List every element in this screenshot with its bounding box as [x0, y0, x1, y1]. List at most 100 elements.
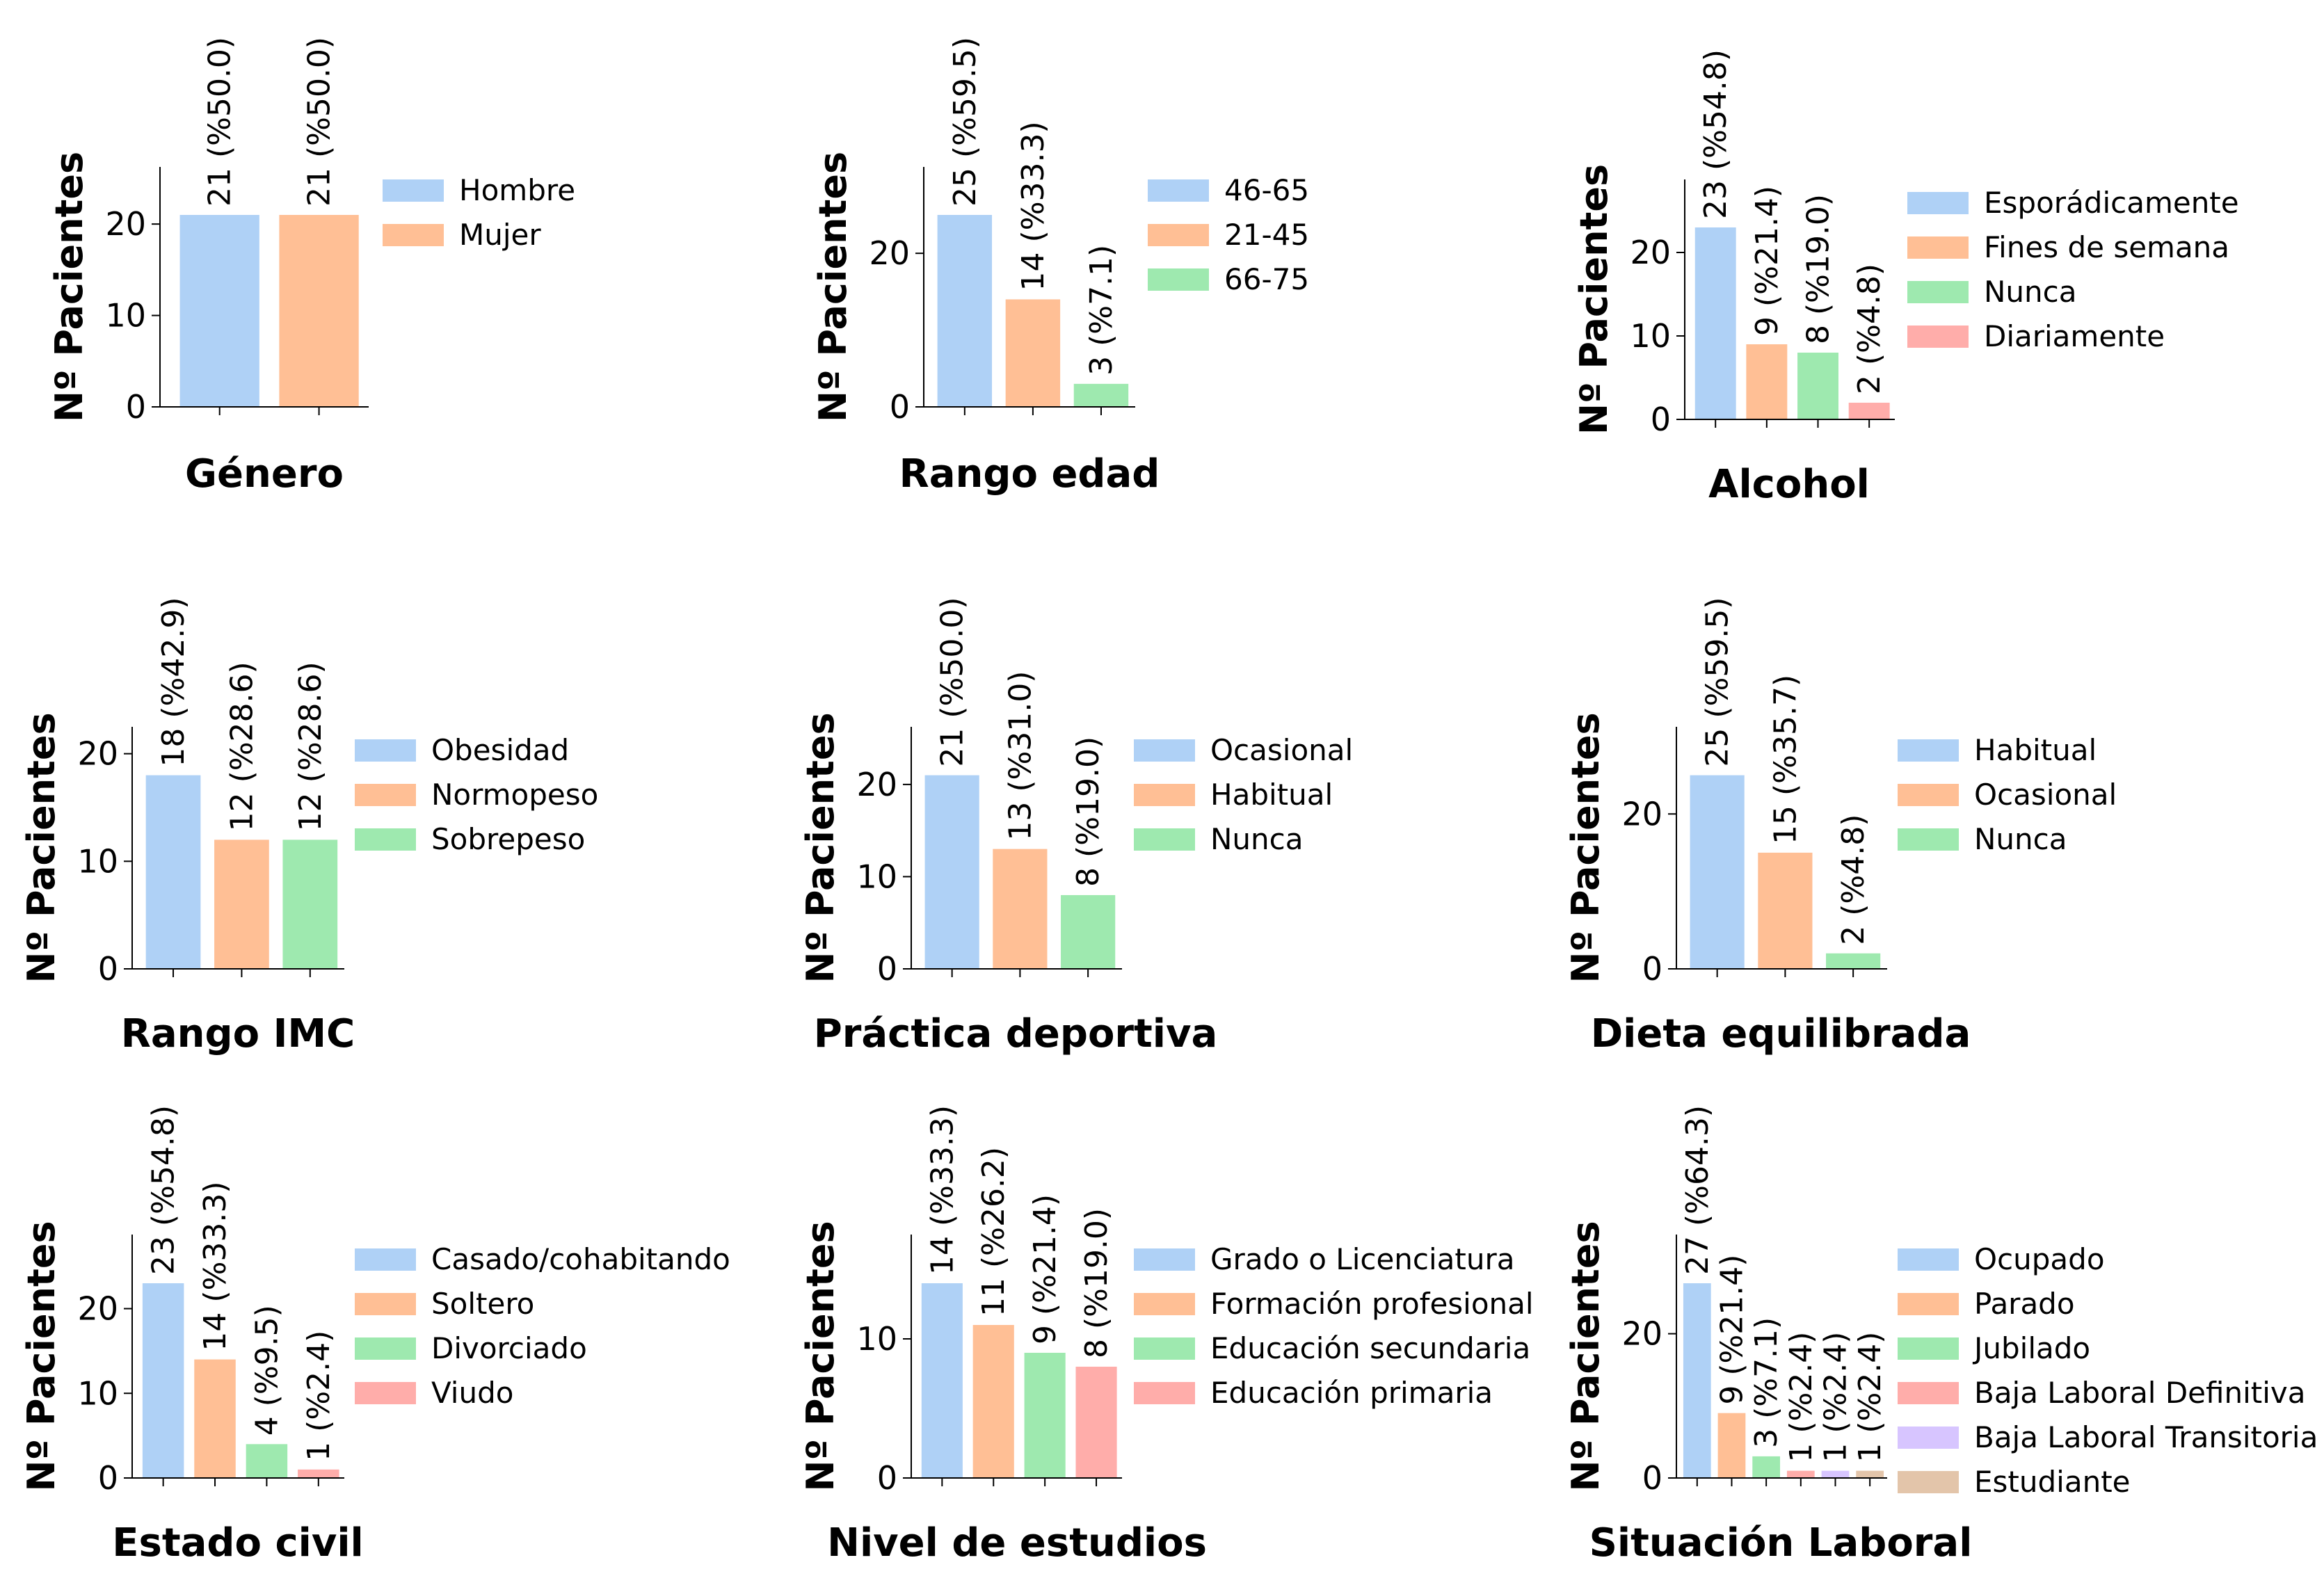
legend-swatch	[1907, 326, 1969, 348]
legend-swatch	[1898, 1471, 1959, 1493]
y-tick-label: 0	[1651, 401, 1671, 438]
chart-panel: 18 (%42.9) 12 (%28.6) 12 (%28.6) 0 10 20 Nº Pa…	[19, 597, 598, 1056]
bar	[1024, 1353, 1066, 1478]
data-label: 9 (%21.4)	[1749, 186, 1785, 336]
legend-entry: Viudo	[431, 1376, 513, 1410]
legend: Casado/cohabitando Soltero Divorciado Viudo	[355, 1242, 730, 1410]
legend: Habitual Ocasional Nunca	[1898, 733, 2117, 856]
y-tick-label: 0	[1642, 950, 1662, 988]
y-tick-label: 0	[98, 1459, 118, 1497]
y-tick-label: 0	[1642, 1459, 1662, 1497]
legend-swatch	[1898, 1382, 1959, 1404]
legend-swatch	[1898, 784, 1959, 806]
chart-panel: 23 (%54.8) 9 (%21.4) 8 (%19.0) 2 (%4.8) 0 10 2…	[1572, 49, 2239, 507]
y-tick-label: 10	[77, 1374, 118, 1412]
data-label: 14 (%33.3)	[924, 1105, 960, 1275]
y-tick-label: 0	[126, 388, 146, 426]
legend-swatch	[1907, 192, 1969, 214]
bar	[1826, 953, 1881, 969]
chart-panel: 25 (%59.5) 14 (%33.3) 3 (%7.1) 0 20 Nº Pacien…	[811, 37, 1309, 497]
y-tick-label: 20	[105, 205, 146, 243]
chart-panel: 21 (%50.0) 13 (%31.0) 8 (%19.0) 0 10 20 Nº Pac…	[799, 597, 1353, 1056]
y-tick-label: 0	[98, 950, 118, 988]
y-tick-label: 20	[856, 766, 897, 803]
bar	[921, 1283, 963, 1478]
bar	[214, 839, 269, 969]
legend-swatch	[1907, 236, 1969, 259]
legend-entry: Divorciado	[431, 1331, 587, 1365]
data-label: 23 (%54.8)	[146, 1105, 182, 1275]
y-tick-label: 20	[77, 1290, 118, 1328]
legend: Ocasional Habitual Nunca	[1134, 733, 1353, 856]
bar	[1856, 1470, 1884, 1478]
legend-swatch	[1134, 1248, 1195, 1271]
y-axis-label: Nº Pacientes	[19, 712, 63, 983]
data-label: 9 (%21.4)	[1714, 1255, 1749, 1405]
bar	[937, 215, 993, 407]
y-axis-label: Nº Pacientes	[799, 712, 842, 983]
data-label: 2 (%4.8)	[1852, 264, 1887, 394]
data-label: 1 (%2.4)	[1818, 1332, 1853, 1463]
legend-entry: Mujer	[459, 218, 541, 252]
y-tick-label: 10	[856, 1320, 897, 1358]
x-axis-label: Dieta equilibrada	[1591, 1011, 1971, 1056]
data-label: 21 (%50.0)	[202, 37, 238, 207]
chart-panel: 23 (%54.8) 14 (%33.3) 4 (%9.5) 1 (%2.4) 0 10 2…	[19, 1105, 730, 1566]
legend-swatch	[355, 1248, 416, 1271]
legend: Obesidad Normopeso Sobrepeso	[355, 733, 598, 856]
legend-swatch	[1907, 281, 1969, 303]
bar	[1694, 227, 1736, 419]
bar	[145, 775, 201, 969]
x-axis-label: Rango edad	[899, 451, 1160, 497]
legend-entry: Hombre	[459, 173, 575, 207]
bar	[1073, 383, 1129, 407]
y-axis-label: Nº Pacientes	[811, 152, 855, 422]
y-tick-label: 20	[1630, 234, 1671, 271]
legend-entry: Nunca	[1210, 822, 1304, 856]
legend: Ocupado Parado Jubilado Baja Laboral Defini…	[1898, 1242, 2318, 1499]
bar	[1758, 852, 1813, 969]
legend-swatch	[355, 784, 416, 806]
bar	[924, 775, 979, 969]
data-label: 1 (%2.4)	[1852, 1332, 1888, 1463]
legend: 46-65 21-45 66-75	[1148, 173, 1309, 296]
legend-entry: Sobrepeso	[431, 822, 585, 856]
legend-swatch	[355, 1293, 416, 1315]
legend-entry: Ocupado	[1974, 1242, 2105, 1276]
x-axis-label: Rango IMC	[121, 1011, 355, 1056]
bar	[142, 1283, 184, 1478]
legend-entry: Educación secundaria	[1210, 1331, 1530, 1365]
legend-entry: Soltero	[431, 1287, 534, 1321]
x-axis-label: Nivel de estudios	[827, 1520, 1207, 1566]
y-tick-label: 0	[890, 388, 910, 426]
legend-entry: Nunca	[1974, 822, 2067, 856]
data-label: 18 (%42.9)	[156, 597, 191, 767]
legend-swatch	[1898, 828, 1959, 851]
legend-entry: Ocasional	[1210, 733, 1353, 767]
legend-entry: Nunca	[1984, 275, 2077, 309]
legend-entry: Formación profesional	[1210, 1287, 1534, 1321]
data-label: 15 (%35.7)	[1768, 675, 1803, 844]
legend-swatch	[1134, 1337, 1195, 1360]
y-axis-label: Nº Pacientes	[19, 1221, 63, 1491]
legend: Esporádicamente Fines de semana Nunca Diari…	[1907, 186, 2239, 353]
bar	[1752, 1456, 1781, 1478]
legend-swatch	[1134, 739, 1195, 762]
bar	[993, 849, 1048, 969]
legend-entry: Esporádicamente	[1984, 186, 2239, 220]
y-tick-label: 20	[869, 234, 910, 272]
legend-swatch	[1898, 1427, 1959, 1449]
x-axis-label: Alcohol	[1708, 462, 1870, 507]
data-label: 1 (%2.4)	[301, 1331, 337, 1461]
bar	[1786, 1470, 1815, 1478]
legend-entry: Normopeso	[431, 778, 598, 812]
data-label: 12 (%28.6)	[293, 661, 328, 831]
x-axis-label: Estado civil	[112, 1520, 363, 1566]
legend-entry: 66-75	[1224, 262, 1309, 296]
legend-swatch	[355, 828, 416, 851]
y-axis-label: Nº Pacientes	[1572, 164, 1616, 435]
legend-entry: Estudiante	[1974, 1465, 2131, 1499]
legend-entry: Baja Laboral Transitoria	[1974, 1420, 2318, 1454]
y-tick-label: 20	[77, 735, 118, 773]
data-label: 27 (%64.3)	[1680, 1105, 1715, 1275]
